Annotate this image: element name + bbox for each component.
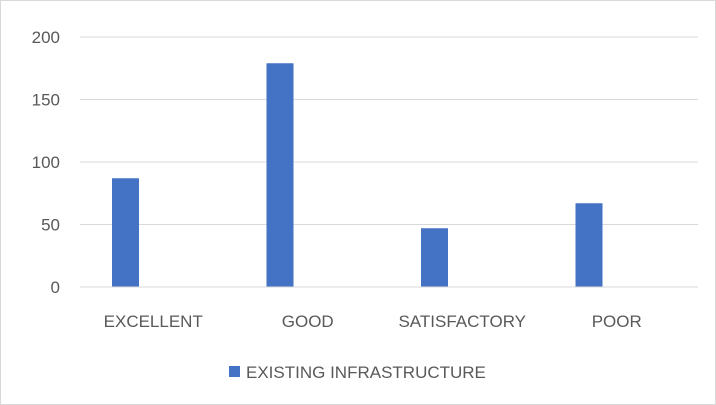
x-category-label: EXCELLENT [104, 312, 203, 331]
gridlines [80, 36, 698, 225]
bar-good [266, 63, 294, 287]
legend-swatch [229, 366, 240, 377]
y-axis-ticks: 0 50 100 150 200 [32, 28, 60, 297]
x-category-label: GOOD [282, 312, 334, 331]
y-tick-label: 200 [32, 28, 60, 47]
bar-excellent [112, 178, 139, 287]
bar-poor [575, 203, 603, 287]
y-tick-label: 100 [32, 153, 60, 172]
x-category-label: SATISFACTORY [398, 312, 526, 331]
x-category-label: POOR [592, 312, 642, 331]
y-tick-label: 150 [32, 91, 60, 110]
bar-satisfactory [421, 228, 448, 287]
x-axis-categories: EXCELLENT GOOD SATISFACTORY POOR [104, 312, 642, 331]
legend-label: EXISTING INFRASTRUCTURE [246, 363, 486, 382]
y-tick-label: 50 [41, 216, 60, 235]
bars [112, 63, 603, 287]
legend: EXISTING INFRASTRUCTURE [229, 363, 486, 382]
y-tick-label: 0 [51, 278, 60, 297]
